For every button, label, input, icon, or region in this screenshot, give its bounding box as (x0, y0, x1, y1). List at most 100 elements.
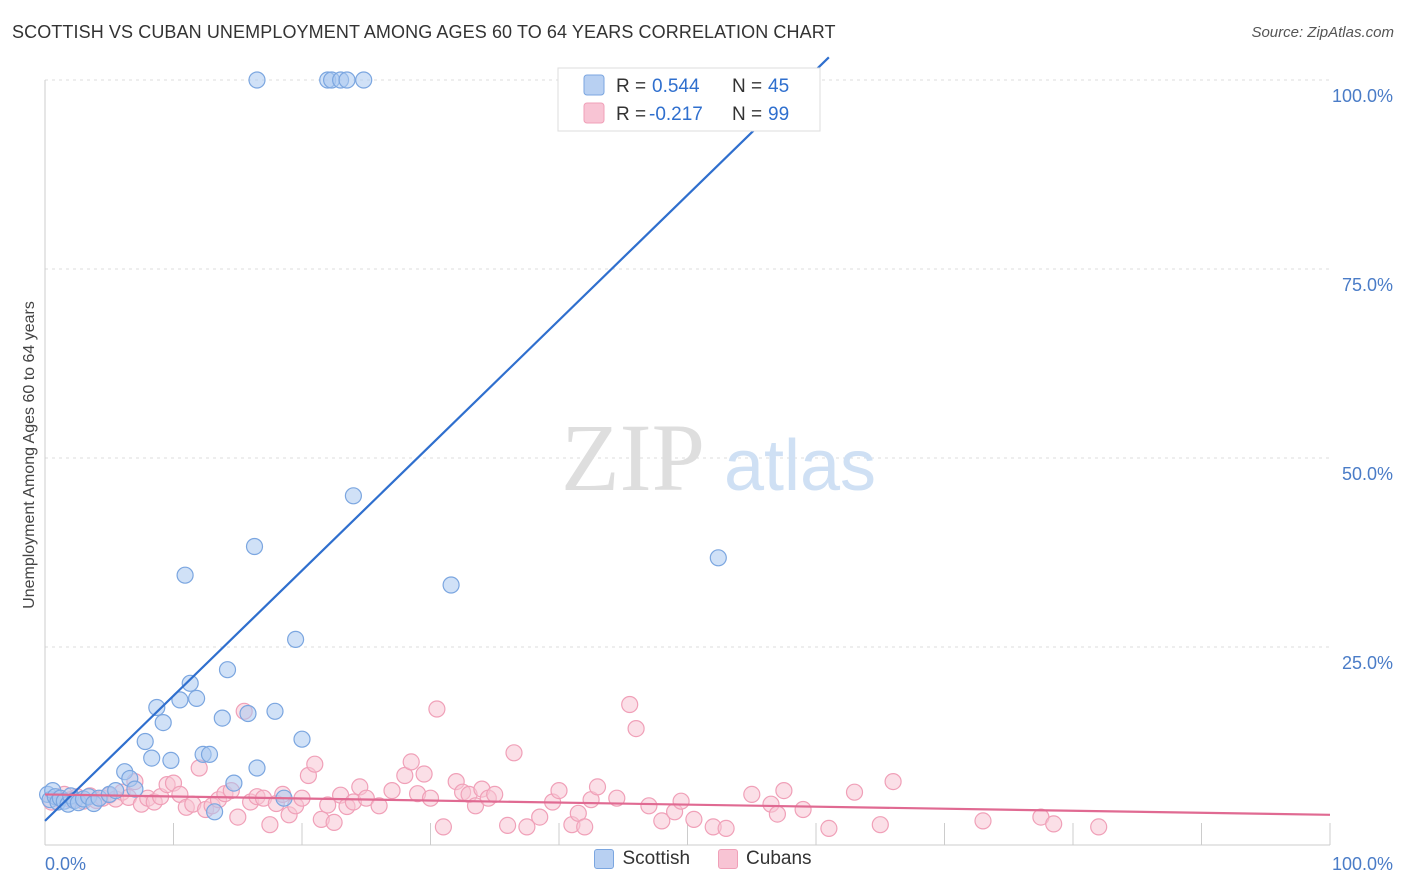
scottish-point-50 (709, 549, 727, 567)
y-axis-label: Unemployment Among Ages 60 to 64 years (21, 301, 38, 609)
scottish-point-31 (206, 803, 224, 821)
chart-title: SCOTTISH VS CUBAN UNEMPLOYMENT AMONG AGE… (12, 22, 836, 42)
cubans-point-80 (640, 797, 658, 815)
cubans-point-98 (1045, 815, 1063, 833)
y-tick-label-0: 25.0% (1342, 653, 1393, 673)
cubans-point-99 (1090, 818, 1108, 836)
y-tick-label-1: 50.0% (1342, 464, 1393, 484)
cubans-point-83 (672, 792, 690, 810)
scottish-point-25 (171, 691, 189, 709)
scottish-point-35 (239, 704, 257, 723)
watermark-zip: ZIP (561, 404, 705, 511)
scottish-point-27 (181, 674, 199, 692)
cubans-point-94 (871, 816, 889, 834)
watermark: ZIP atlas (561, 404, 876, 511)
legend-swatch-cubans (583, 102, 605, 124)
cubans-point-93 (845, 783, 864, 801)
scottish-point-22 (148, 698, 166, 717)
cubans-point-57 (428, 700, 446, 718)
legend-item-scottish: Scottish (594, 848, 690, 870)
y-tick-labels: 25.0% 50.0% 75.0% 100.0% (1332, 86, 1393, 673)
scottish-point-47 (338, 71, 356, 89)
cubans-point-86 (717, 819, 735, 838)
legend-n-value-scottish: 45 (768, 76, 789, 97)
scottish-point-21 (143, 749, 161, 767)
scottish-point-37 (248, 759, 266, 777)
cubans-point-53 (402, 753, 420, 771)
cubans-point-44 (325, 813, 343, 832)
cubans-point-41 (306, 755, 324, 773)
scottish-point-48 (355, 71, 373, 89)
scottish-point-36 (245, 537, 264, 556)
cubans-point-92 (820, 819, 838, 838)
legend-swatch-cubans-bottom (718, 849, 739, 869)
axes (44, 80, 1331, 846)
cubans-point-56 (421, 789, 440, 807)
y-tick-label-2: 75.0% (1342, 275, 1393, 295)
scottish-point-33 (218, 661, 237, 679)
x-tick-label-min: 0.0% (45, 854, 86, 874)
cubans-point-50 (370, 797, 388, 815)
cubans-point-68 (518, 818, 536, 836)
legend-n-label-cubans: N = (732, 104, 762, 125)
cubans-point-49 (357, 789, 375, 807)
source-label: Source: ZipAtlas.com (1251, 24, 1394, 41)
cubans-point-84 (685, 810, 703, 829)
watermark-atlas: atlas (724, 426, 876, 506)
scottish-point-38 (266, 702, 284, 720)
scottish-point-49 (442, 576, 460, 594)
scottish-point-34 (225, 774, 243, 792)
cubans-point-65 (486, 785, 504, 804)
x-tick-labels: 0.0% 100.0% (45, 854, 1393, 874)
cubans-point-91 (794, 800, 812, 819)
cubans-point-79 (627, 719, 645, 738)
cubans-point-69 (531, 808, 549, 826)
legend-r-label-cubans: R = (616, 104, 646, 125)
cubans-point-66 (499, 816, 517, 835)
scottish-point-40 (287, 630, 305, 649)
series-legend: Scottish Cubans (0, 848, 1406, 870)
cubans-point-95 (884, 772, 902, 791)
scottish-point-41 (293, 730, 311, 748)
x-tick-label-max: 100.0% (1332, 854, 1393, 874)
legend-r-value-cubans: -0.217 (649, 104, 703, 125)
legend-r-label-scottish: R = (616, 76, 646, 97)
scottish-point-23 (154, 713, 172, 732)
cubans-point-55 (415, 765, 433, 783)
cubans-point-87 (743, 785, 761, 804)
legend-item-cubans: Cubans (718, 848, 812, 870)
cubans-point-34 (261, 816, 279, 834)
cubans-point-58 (434, 818, 452, 836)
scottish-point-19 (126, 780, 144, 798)
cubans-point-71 (550, 781, 568, 800)
legend-r-value-scottish: 0.544 (652, 76, 700, 97)
scottish-point-20 (136, 732, 154, 751)
legend-swatch-scottish-bottom (594, 849, 615, 869)
scottish-point-42 (344, 487, 362, 505)
legend-n-value-cubans: 99 (768, 104, 789, 125)
cubans-point-76 (588, 778, 607, 796)
cubans-point-29 (229, 808, 247, 826)
scottish-point-28 (188, 689, 206, 708)
scottish-point-30 (200, 745, 219, 764)
legend-label-scottish: Scottish (622, 848, 691, 869)
cubans-trend-line (44, 793, 1331, 816)
scottish-point-24 (162, 751, 180, 770)
legend-swatch-scottish (583, 74, 605, 96)
grid-lines (45, 79, 1330, 648)
cubans-point-81 (653, 812, 671, 830)
cubans-point-51 (383, 781, 401, 800)
cubans-point-67 (505, 744, 523, 762)
cubans-point-74 (576, 818, 594, 836)
cubans-point-77 (608, 789, 626, 807)
cubans-point-89 (768, 805, 787, 823)
y-tick-label-3: 100.0% (1332, 86, 1393, 106)
cubans-point-78 (621, 695, 639, 714)
scottish-trend-line (44, 56, 830, 822)
scottish-point-43 (248, 71, 266, 89)
series-cubans (42, 695, 1108, 838)
scottish-point-26 (176, 566, 194, 584)
cubans-point-96 (974, 812, 992, 830)
cubans-point-43 (319, 796, 337, 814)
